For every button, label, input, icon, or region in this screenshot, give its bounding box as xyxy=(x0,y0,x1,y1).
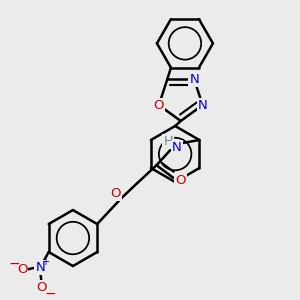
Text: O: O xyxy=(154,99,164,112)
Text: O: O xyxy=(36,281,47,294)
Text: N: N xyxy=(172,141,182,154)
Text: N: N xyxy=(198,99,208,112)
Text: +: + xyxy=(41,257,49,267)
Text: H: H xyxy=(164,136,173,148)
Text: O: O xyxy=(110,187,121,200)
Text: −: − xyxy=(44,287,56,300)
Text: N: N xyxy=(35,261,45,274)
Text: −: − xyxy=(8,256,20,271)
Text: O: O xyxy=(175,174,186,187)
Text: O: O xyxy=(17,263,27,276)
Text: N: N xyxy=(189,73,199,86)
